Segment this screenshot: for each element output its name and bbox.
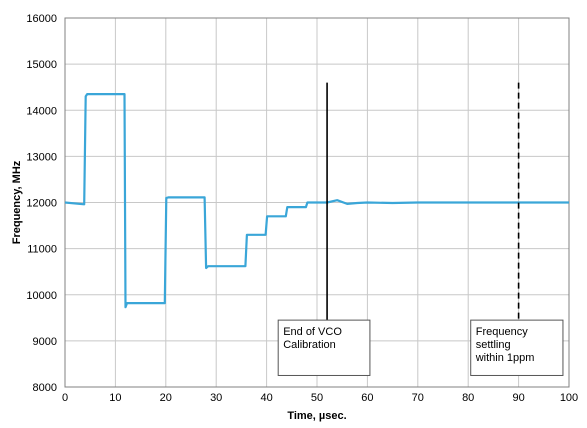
annotation-text-line: settling bbox=[476, 339, 511, 351]
frequency-series-line bbox=[64, 92, 569, 309]
x-tick-label: 80 bbox=[462, 392, 474, 404]
series-layer bbox=[64, 92, 569, 309]
x-tick-label: 20 bbox=[160, 392, 172, 404]
y-tick-label: 11000 bbox=[27, 244, 57, 256]
y-tick-label: 10000 bbox=[26, 290, 57, 302]
y-axis-ticks: 8000 9000 10000 11000 12000 13000 14000 15000 16… bbox=[26, 13, 57, 394]
y-tick-label: 9000 bbox=[33, 336, 57, 348]
x-axis-title: Time, µsec. bbox=[287, 410, 346, 422]
y-tick-label: 15000 bbox=[26, 59, 57, 71]
annotation-text-line: within 1ppm bbox=[475, 352, 535, 364]
y-tick-label: 12000 bbox=[26, 198, 57, 210]
annotation-box bbox=[277, 319, 371, 376]
x-tick-label: 90 bbox=[512, 392, 524, 404]
x-tick-label: 100 bbox=[560, 392, 578, 404]
annotation-text-line: End of VCO bbox=[283, 326, 342, 338]
y-tick-label: 8000 bbox=[33, 382, 57, 394]
annotation-layer: End of VCO Calibration Frequencysettlingw… bbox=[277, 82, 564, 376]
x-tick-label: 0 bbox=[62, 392, 68, 404]
x-tick-label: 40 bbox=[260, 392, 272, 404]
annotation-text-line: Calibration bbox=[283, 339, 336, 351]
annotation-box bbox=[470, 319, 564, 376]
x-tick-label: 60 bbox=[361, 392, 373, 404]
x-tick-label: 10 bbox=[109, 392, 121, 404]
y-tick-label: 13000 bbox=[26, 151, 57, 163]
y-tick-label: 16000 bbox=[26, 13, 57, 25]
x-axis-ticks: 0 10 20 30 40 50 60 70 80 90 100 bbox=[62, 392, 578, 404]
y-axis-title: Frequency, MHz bbox=[11, 160, 23, 244]
annotation-text-line: Frequency bbox=[476, 326, 528, 338]
x-tick-label: 30 bbox=[210, 392, 222, 404]
x-tick-label: 50 bbox=[311, 392, 323, 404]
y-tick-label: 14000 bbox=[26, 105, 57, 117]
x-tick-label: 70 bbox=[412, 392, 424, 404]
